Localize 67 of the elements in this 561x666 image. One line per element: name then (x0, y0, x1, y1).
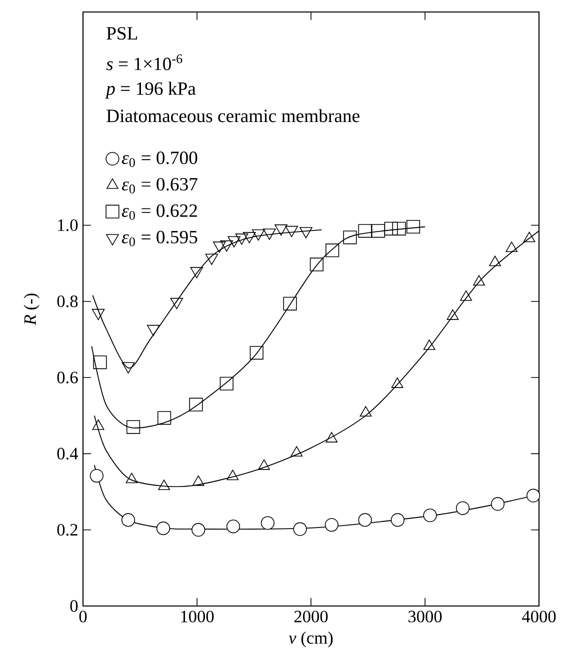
point (358, 513, 372, 527)
point (360, 406, 372, 417)
point (250, 346, 264, 360)
point (157, 411, 172, 425)
point (310, 258, 324, 272)
point (90, 468, 104, 483)
point (391, 378, 404, 388)
point (121, 513, 136, 527)
legend-label: ε$_{0}$ = 0.637 (122, 178, 198, 194)
x-tick-label: 2000 (294, 610, 328, 622)
point (473, 275, 485, 286)
point (226, 470, 239, 480)
annotation: Diatomaceous ceramic membrane (106, 109, 360, 122)
point (156, 522, 170, 536)
point (489, 256, 501, 266)
point (92, 419, 104, 430)
annotation: p = 196 kPa (104, 82, 196, 99)
point (324, 518, 338, 532)
point (392, 222, 406, 236)
legend-label: ε$_{0}$ = 0.622 (122, 204, 197, 220)
point (523, 232, 536, 242)
point (189, 398, 203, 412)
legend-label: ε$_{0}$ = 0.595 (122, 230, 198, 246)
point (490, 497, 505, 511)
point (260, 516, 274, 530)
point (258, 459, 270, 470)
point (126, 420, 140, 434)
x-tick-label: 0 (79, 610, 87, 622)
point (226, 520, 240, 534)
y-tick-label: 0 (70, 600, 78, 612)
annotation: s = 1×10$^{-6}$ (106, 54, 182, 70)
point (283, 296, 297, 310)
y-tick-label: 1.0 (58, 219, 78, 232)
y-axis-title: R (-) (24, 294, 40, 326)
point (384, 222, 398, 236)
x-tick-label: 3000 (408, 610, 442, 622)
y-tick-label: 0.4 (57, 448, 78, 460)
point (126, 472, 138, 484)
point (343, 230, 357, 244)
point (192, 523, 206, 537)
point (192, 475, 204, 486)
point (290, 446, 303, 457)
y-tick-label: 0.2 (57, 524, 78, 536)
point (506, 242, 518, 252)
point (423, 508, 437, 522)
point (93, 356, 107, 370)
point (358, 224, 372, 238)
point (158, 480, 170, 490)
point (326, 244, 340, 258)
x-tick-label: 4000 (522, 610, 556, 622)
point (390, 513, 404, 527)
x-tick-label: 1000 (181, 610, 214, 622)
x-axis-title: v (cm) (288, 632, 333, 648)
annotation: PSL (106, 27, 138, 40)
point (406, 220, 420, 234)
point (220, 376, 234, 390)
point (371, 224, 386, 238)
point (293, 522, 307, 536)
y-tick-label: 0.8 (57, 295, 78, 308)
point (423, 340, 436, 350)
point (460, 290, 472, 301)
legend-label: ε$_{0}$ = 0.700 (122, 152, 198, 167)
point (446, 309, 459, 320)
point (526, 488, 540, 502)
point (326, 432, 338, 442)
y-tick-label: 0.6 (57, 372, 78, 384)
point (456, 501, 470, 515)
